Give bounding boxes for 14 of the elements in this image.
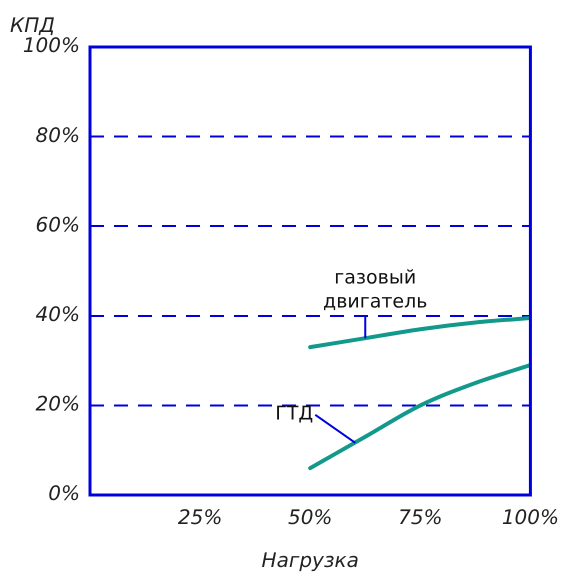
- x-tick-label: 50%: [288, 505, 332, 530]
- series-label: газовый двигатель: [323, 266, 428, 313]
- y-axis-title: КПД: [10, 13, 55, 38]
- y-tick-label: 40%: [36, 302, 80, 326]
- x-tick-label: 25%: [178, 505, 222, 530]
- line-series: [308, 316, 530, 350]
- x-tick-label: 100%: [502, 505, 560, 530]
- y-tick-label: 20%: [36, 392, 80, 416]
- y-tick-label: 80%: [36, 122, 80, 147]
- y-tick-label: 60%: [36, 212, 80, 236]
- x-axis-title: Нагрузка: [262, 548, 359, 572]
- x-tick-label: 75%: [398, 505, 443, 530]
- y-tick-label: 0%: [48, 481, 80, 506]
- series-label: ГТД: [275, 402, 314, 425]
